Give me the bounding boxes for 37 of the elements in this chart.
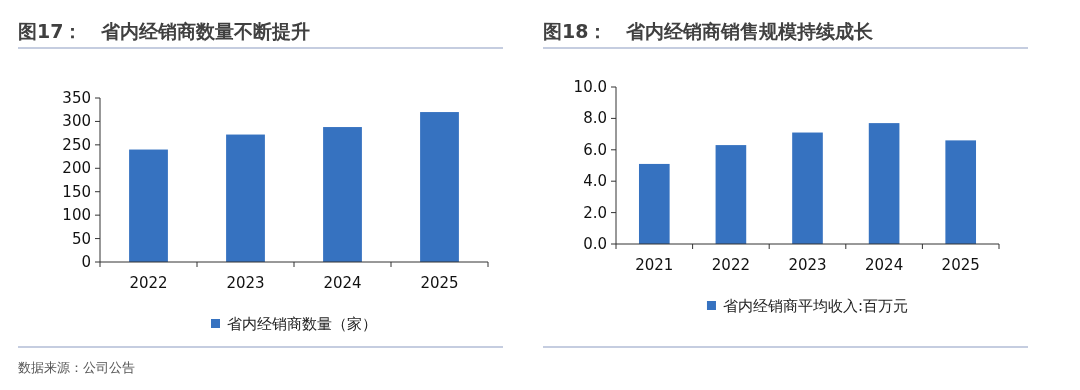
chart-title: 图18： 省内经销商销售规模持续成长 xyxy=(543,20,875,42)
legend-label: 省内经销商平均收入:百万元 xyxy=(722,297,909,315)
y-tick-label: 10.0 xyxy=(573,78,607,96)
legend-label: 省内经销商数量（家） xyxy=(227,315,377,333)
bar xyxy=(792,132,823,244)
y-tick-label: 300 xyxy=(62,112,91,131)
bar xyxy=(715,145,747,244)
y-tick-label: 6.0 xyxy=(583,140,607,159)
x-tick-label: 2025 xyxy=(420,274,459,292)
y-tick-label: 200 xyxy=(62,159,91,178)
x-tick-label: 2025 xyxy=(941,256,980,274)
x-tick-label: 2024 xyxy=(865,256,904,274)
y-tick-label: 150 xyxy=(62,182,91,201)
x-tick-label: 2022 xyxy=(129,274,168,292)
chart-title: 图17： 省内经销商数量不断提升 xyxy=(18,20,311,42)
bar xyxy=(226,134,265,262)
x-tick-label: 2023 xyxy=(226,274,265,292)
x-tick-label: 2021 xyxy=(635,256,674,274)
bar xyxy=(868,123,900,244)
y-tick-label: 8.0 xyxy=(583,109,607,128)
bar xyxy=(945,140,977,244)
y-tick-label: 0.0 xyxy=(583,235,607,253)
x-tick-label: 2022 xyxy=(711,256,750,274)
y-tick-label: 100 xyxy=(62,206,91,225)
y-tick-label: 50 xyxy=(71,229,91,248)
y-tick-label: 350 xyxy=(62,89,91,107)
source-note: 数据来源：公司公告 xyxy=(18,360,135,375)
x-tick-label: 2024 xyxy=(323,274,362,292)
y-tick-label: 250 xyxy=(62,135,91,154)
y-tick-label: 2.0 xyxy=(583,203,607,222)
x-tick-label: 2023 xyxy=(788,256,827,274)
bar xyxy=(420,112,459,262)
bar xyxy=(638,163,670,244)
y-tick-label: 0 xyxy=(81,253,91,271)
bar xyxy=(129,149,168,262)
bar xyxy=(323,127,362,262)
y-tick-label: 4.0 xyxy=(583,172,607,191)
